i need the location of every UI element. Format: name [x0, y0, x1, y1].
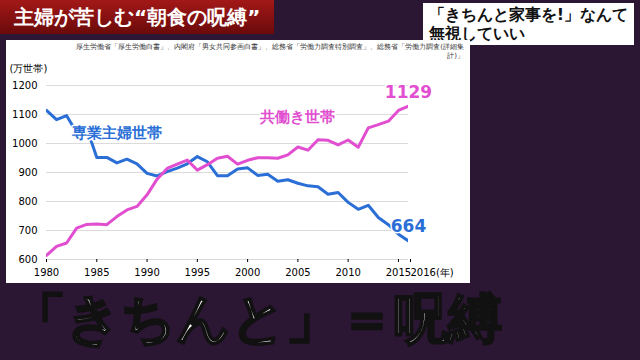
svg-text:共働き世帯: 共働き世帯 — [259, 108, 335, 126]
html-text:「きちんと家事を!」なんて: 「きちんと家事を!」なんて — [428, 5, 628, 24]
svg-text:2000: 2000 — [235, 267, 260, 278]
svg-text:800: 800 — [18, 196, 37, 207]
svg-text:1985: 1985 — [84, 267, 109, 278]
svg-text:2016(年): 2016(年) — [411, 267, 454, 278]
html-text:主婦が苦しむ“朝食の呪縛”: 主婦が苦しむ“朝食の呪縛” — [14, 5, 261, 29]
svg-text:(万世帯): (万世帯) — [10, 63, 48, 74]
svg-text:1100: 1100 — [12, 109, 37, 120]
svg-text:1990: 1990 — [134, 267, 159, 278]
svg-text:1200: 1200 — [12, 80, 37, 91]
svg-text:1000: 1000 — [12, 138, 37, 149]
html-text:無視していい: 無視していい — [428, 24, 525, 43]
svg-text:2005: 2005 — [285, 267, 310, 278]
svg-text:専業主婦世帯: 専業主婦世帯 — [71, 124, 162, 142]
html-text:厚生労働省「厚生労働白書」、内閣府「男女共同参画白書」、総務: 厚生労働省「厚生労働白書」、内閣府「男女共同参画白書」、総務省「労働力調査特別調… — [76, 43, 464, 60]
svg-text:1980: 1980 — [34, 267, 59, 278]
svg-text:664: 664 — [391, 216, 427, 236]
svg-text:1995: 1995 — [185, 267, 210, 278]
html-text:「きちんと」＝呪縛: 「きちんと」＝呪縛 — [12, 287, 502, 350]
svg-text:600: 600 — [18, 254, 37, 265]
svg-text:900: 900 — [18, 167, 37, 178]
svg-text:2015: 2015 — [386, 267, 411, 278]
svg-text:1129: 1129 — [385, 82, 432, 102]
svg-text:2010: 2010 — [335, 267, 360, 278]
svg-text:700: 700 — [18, 225, 37, 236]
